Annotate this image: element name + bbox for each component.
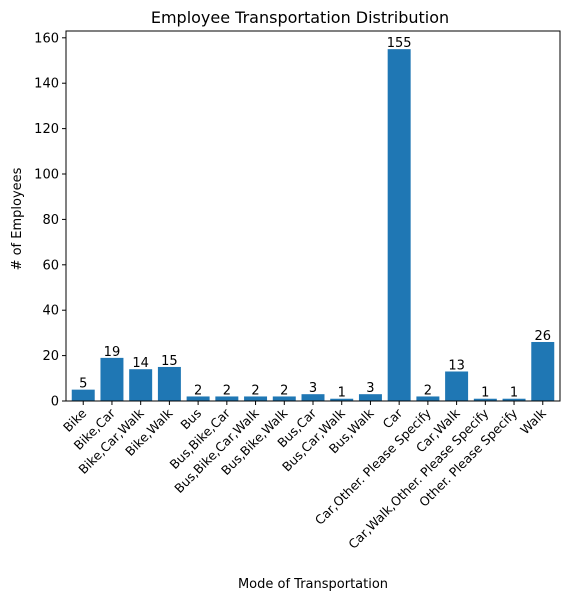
bar [358,394,382,401]
bar-value-label: 3 [309,381,317,396]
bar [157,366,181,401]
bar-value-label: 14 [132,356,149,371]
bar-value-label: 19 [104,345,121,360]
y-tick-label: 80 [42,213,59,228]
y-axis-ticks: 0 20 40 60 80 100 120 140 160 [34,31,66,410]
bar-value-label: 2 [251,383,259,398]
chart-title: Employee Transportation Distribution [151,8,449,27]
bar-value-label: 1 [510,386,518,401]
bar [244,396,268,401]
y-tick-label: 20 [42,349,59,364]
x-tick-label: Walk [517,405,549,437]
y-axis-label: # of Employees [10,167,25,270]
plot-frame [65,30,561,402]
y-tick-label: 100 [34,168,59,183]
bar [473,398,497,401]
bar-value-label: 155 [387,36,412,51]
bars [71,49,555,401]
bar-value-label: 2 [280,383,288,398]
bar [531,341,555,401]
bar-value-label: 2 [194,383,202,398]
bar [416,396,440,401]
bar-value-label: 1 [338,386,346,401]
y-tick-label: 140 [34,77,59,92]
bar [100,357,124,401]
y-tick-label: 0 [51,395,59,410]
bar [129,369,153,401]
x-axis-label: Mode of Transportation [238,577,388,592]
y-tick-label: 160 [34,31,59,46]
bar [215,396,239,401]
bar-value-label: 2 [424,383,432,398]
bar [387,49,411,401]
bar [71,389,95,401]
y-tick-label: 40 [42,304,59,319]
bar-value-label: 2 [223,383,231,398]
bar [301,394,325,401]
bar-value-label: 13 [448,358,465,373]
bar [272,396,296,401]
bar [186,396,210,401]
bar [330,398,354,401]
bar-value-label: 3 [366,381,374,396]
y-tick-label: 60 [42,258,59,273]
bar [445,371,469,401]
y-tick-label: 120 [34,122,59,137]
bar-value-label: 1 [481,386,489,401]
bar [502,398,526,401]
bar-value-label: 15 [161,354,178,369]
bar-value-label: 26 [534,329,551,344]
bar-value-label: 5 [79,377,87,392]
